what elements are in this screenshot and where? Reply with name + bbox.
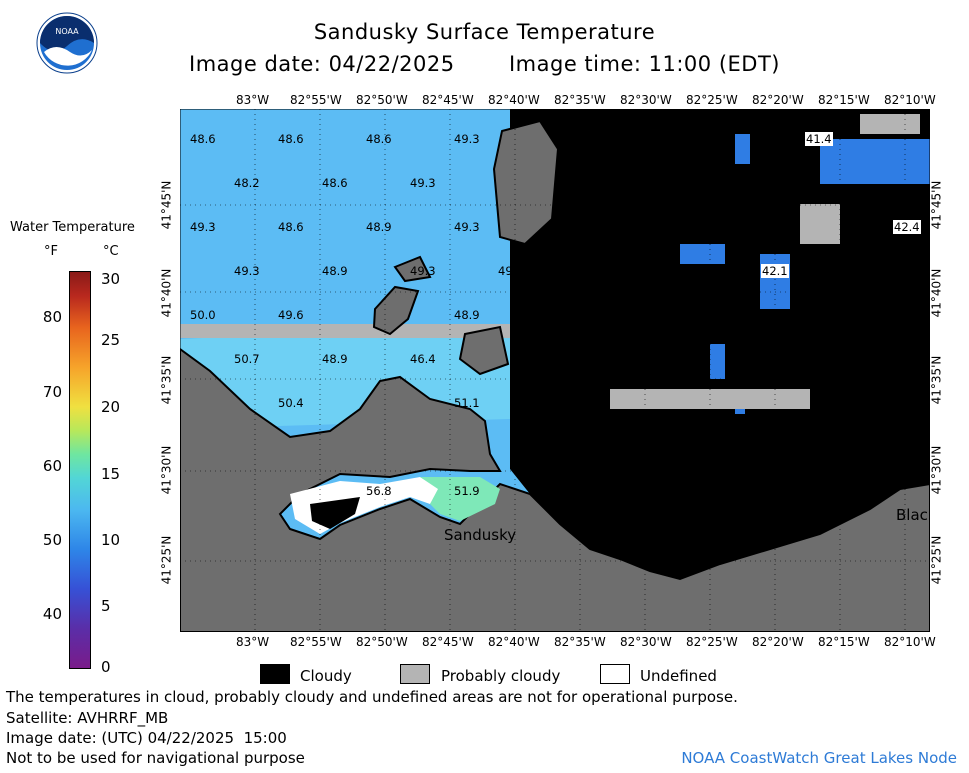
image-date-time: Image date: 04/22/2025 Image time: 11:00… bbox=[0, 52, 969, 76]
c-tick: 5 bbox=[101, 597, 111, 615]
lon-label: 82°25'W bbox=[686, 93, 738, 107]
lat-label: 41°45'N bbox=[929, 180, 944, 230]
probably-cloudy-patch bbox=[180, 324, 510, 338]
lon-label: 82°10'W bbox=[884, 635, 936, 649]
lat-label: 41°35'N bbox=[159, 355, 174, 405]
probably-cloudy-patch bbox=[800, 204, 840, 244]
graticule bbox=[180, 109, 930, 632]
lon-label: 82°30'W bbox=[620, 93, 672, 107]
water-patch bbox=[760, 254, 790, 309]
c-tick: 15 bbox=[101, 465, 121, 483]
cloud-mass bbox=[510, 109, 720, 309]
lon-label: 82°20'W bbox=[752, 93, 804, 107]
image-time: Image time: 11:00 (EDT) bbox=[508, 52, 780, 76]
c-tick: 10 bbox=[101, 531, 121, 549]
probably-cloudy-label: Probably cloudy bbox=[441, 667, 561, 685]
lon-label: 82°20'W bbox=[752, 635, 804, 649]
f-tick: 60 bbox=[42, 457, 62, 475]
water-patch bbox=[820, 139, 930, 184]
undefined-label: Undefined bbox=[640, 667, 717, 685]
bay-cloud bbox=[310, 497, 360, 529]
cloudy-label: Cloudy bbox=[300, 667, 352, 685]
navigation-warning: Not to be used for navigational purpose bbox=[6, 749, 305, 767]
lon-label: 82°55'W bbox=[290, 635, 342, 649]
noaa-logo-icon: NOAA bbox=[36, 12, 98, 74]
probably-cloudy-swatch bbox=[400, 664, 430, 684]
warm-bay-water bbox=[420, 477, 500, 521]
lon-label: 82°40'W bbox=[488, 93, 540, 107]
legend-unit-c: °C bbox=[103, 244, 119, 259]
c-tick: 30 bbox=[101, 270, 121, 288]
lat-label: 41°30'N bbox=[159, 445, 174, 495]
legend-unit-f: °F bbox=[44, 244, 58, 259]
mainland bbox=[180, 347, 930, 632]
island bbox=[458, 325, 510, 376]
place-label: Blac bbox=[896, 506, 928, 524]
temperature-colorbar bbox=[69, 271, 91, 669]
image-date: Image date: 04/22/2025 bbox=[189, 52, 455, 76]
lon-label: 82°50'W bbox=[356, 93, 408, 107]
temperature-map bbox=[180, 109, 930, 632]
lat-label: 41°35'N bbox=[929, 355, 944, 405]
satellite-text: Satellite: AVHRRF_MB bbox=[6, 709, 169, 727]
legend-title: Water Temperature bbox=[10, 220, 135, 235]
lon-label: 82°30'W bbox=[620, 635, 672, 649]
lon-label: 83°W bbox=[236, 635, 270, 649]
lon-label: 82°45'W bbox=[422, 93, 474, 107]
c-tick: 25 bbox=[101, 331, 121, 349]
cloudy-swatch bbox=[260, 664, 290, 684]
lon-label: 82°15'W bbox=[818, 635, 870, 649]
c-tick: 0 bbox=[101, 658, 111, 676]
lat-label: 41°30'N bbox=[929, 445, 944, 495]
place-label: Sandusky bbox=[444, 526, 517, 544]
disclaimer-text: The temperatures in cloud, probably clou… bbox=[6, 688, 738, 706]
lon-label: 82°55'W bbox=[290, 93, 342, 107]
lat-label: 41°40'N bbox=[159, 268, 174, 318]
lon-label: 82°45'W bbox=[422, 635, 474, 649]
probably-cloudy-patch bbox=[860, 114, 920, 134]
lon-label: 82°15'W bbox=[818, 93, 870, 107]
water-patch bbox=[735, 134, 750, 164]
logo-text: NOAA bbox=[55, 27, 79, 36]
island bbox=[393, 255, 432, 283]
lon-label: 82°40'W bbox=[488, 635, 540, 649]
lon-label: 82°50'W bbox=[356, 635, 408, 649]
f-tick: 80 bbox=[42, 308, 62, 326]
credit-text: NOAA CoastWatch Great Lakes Node bbox=[681, 749, 957, 767]
utc-date-text: Image date: (UTC) 04/22/2025 15:00 bbox=[6, 729, 287, 747]
lon-label: 82°25'W bbox=[686, 635, 738, 649]
lat-label: 41°25'N bbox=[929, 535, 944, 585]
lon-label: 82°35'W bbox=[554, 93, 606, 107]
water-patch bbox=[710, 344, 725, 379]
lon-label: 82°10'W bbox=[884, 93, 936, 107]
lon-label: 82°35'W bbox=[554, 635, 606, 649]
water-patch bbox=[680, 244, 725, 264]
island bbox=[492, 119, 560, 246]
c-tick: 20 bbox=[101, 398, 121, 416]
lat-label: 41°45'N bbox=[159, 180, 174, 230]
f-tick: 70 bbox=[42, 383, 62, 401]
lat-label: 41°40'N bbox=[929, 268, 944, 318]
lat-label: 41°25'N bbox=[159, 535, 174, 585]
lon-label: 83°W bbox=[236, 93, 270, 107]
f-tick: 50 bbox=[42, 531, 62, 549]
f-tick: 40 bbox=[42, 605, 62, 623]
island bbox=[372, 285, 420, 336]
map-title: Sandusky Surface Temperature bbox=[313, 20, 656, 44]
undefined-swatch bbox=[600, 664, 630, 684]
